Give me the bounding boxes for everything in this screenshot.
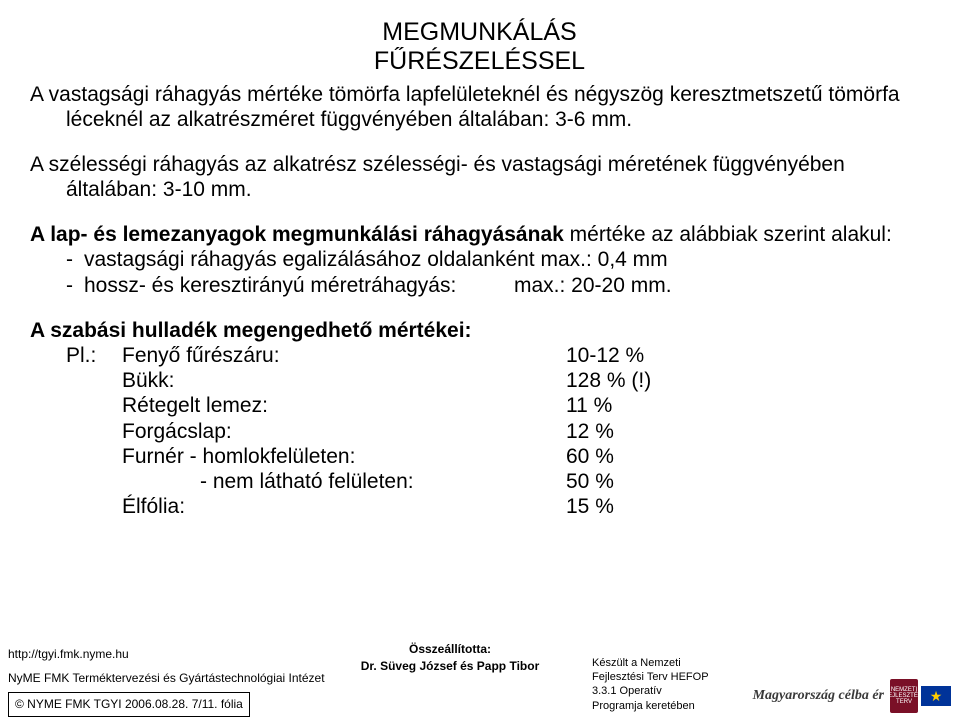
allowance-row: Furnér - homlokfelületen:60 % — [66, 444, 929, 469]
fund-line: 3.3.1 Operatív — [592, 684, 709, 698]
footer: http://tgyi.fmk.nyme.hu NyME FMK Termékt… — [0, 623, 959, 721]
allowance-val: 15 % — [566, 494, 614, 519]
bullet-dash: - — [66, 247, 84, 272]
slogan: Magyarország célba ér — [753, 688, 884, 704]
footer-funding: Készült a Nemzeti Fejlesztési Terv HEFOP… — [592, 656, 709, 713]
allowance-row: Rétegelt lemez:11 % — [66, 393, 929, 418]
title-line2: FŰRÉSZELÉSSEL — [30, 47, 929, 76]
footer-badges: Magyarország célba ér NEMZETI FEJLESZTÉS… — [753, 679, 951, 713]
logo-block: NEMZETI FEJLESZTÉSI TERV ★ — [890, 679, 951, 713]
allowance-row: Élfólia:15 % — [66, 494, 929, 519]
para4-pl: Pl.: — [66, 343, 122, 368]
spacer — [66, 444, 122, 469]
nft-logo-text: NEMZETI FEJLESZTÉSI TERV — [885, 687, 924, 705]
para4-head: A szabási hulladék megengedhető mértékei… — [30, 318, 929, 343]
spacer — [66, 419, 122, 444]
allowance-label: Forgácslap: — [122, 419, 566, 444]
para3-item2-val: max.: 20-20 mm. — [514, 273, 672, 298]
compiled-by: Dr. Süveg József és Papp Tibor — [330, 658, 570, 675]
nft-logo-icon: NEMZETI FEJLESZTÉSI TERV — [890, 679, 918, 713]
para3-item1: vastagsági ráhagyás egalizálásához oldal… — [84, 247, 668, 272]
allowance-val: 12 % — [566, 419, 614, 444]
allowance-row: - nem látható felületen:50 % — [66, 469, 929, 494]
para3-rest: mértéke az alábbiak szerint alakul: — [564, 223, 892, 246]
allowance-val: 10-12 % — [566, 343, 644, 368]
allowance-val: 60 % — [566, 444, 614, 469]
allowance-label: Élfólia: — [122, 494, 566, 519]
spacer — [66, 368, 122, 393]
paragraph-3: A lap- és lemezanyagok megmunkálási ráha… — [30, 222, 929, 298]
paragraph-2: A szélességi ráhagyás az alkatrész széle… — [30, 152, 929, 202]
eu-flag-icon: ★ — [921, 686, 951, 706]
paragraph-1: A vastagsági ráhagyás mértéke tömörfa la… — [30, 82, 929, 132]
fund-line: Programja keretében — [592, 699, 709, 713]
fund-line: Fejlesztési Terv HEFOP — [592, 670, 709, 684]
fund-line: Készült a Nemzeti — [592, 656, 709, 670]
allowance-row: Bükk:128 % (!) — [66, 368, 929, 393]
footer-left: http://tgyi.fmk.nyme.hu NyME FMK Termékt… — [8, 645, 325, 717]
allowance-val: 128 % (!) — [566, 368, 651, 393]
para3-item2-label: hossz- és keresztirányú méretráhagyás: — [84, 273, 514, 298]
allowance-label: Furnér - homlokfelületen: — [122, 444, 566, 469]
para3-bold: A lap- és lemezanyagok megmunkálási ráha… — [30, 223, 564, 246]
compiled-label: Összeállította: — [330, 641, 570, 658]
spacer — [66, 494, 122, 519]
footer-institute: NyME FMK Terméktervezési és Gyártástechn… — [8, 669, 325, 688]
title-line1: MEGMUNKÁLÁS — [30, 18, 929, 47]
allowance-label: Fenyő fűrészáru: — [122, 343, 566, 368]
spacer — [66, 393, 122, 418]
allowance-label: Bükk: — [122, 368, 566, 393]
footer-url: http://tgyi.fmk.nyme.hu — [8, 645, 325, 664]
allowance-label: - nem látható felületen: — [122, 469, 566, 494]
footer-copyright: © NYME FMK TGYI 2006.08.28. 7/11. fólia — [8, 692, 250, 717]
footer-center: Összeállította: Dr. Süveg József és Papp… — [330, 641, 570, 675]
paragraph-4: A szabási hulladék megengedhető mértékei… — [30, 318, 929, 520]
allowance-row: Forgácslap:12 % — [66, 419, 929, 444]
allowance-val: 11 % — [566, 393, 612, 418]
spacer — [66, 469, 122, 494]
allowance-label: Rétegelt lemez: — [122, 393, 566, 418]
eu-star: ★ — [930, 688, 943, 705]
allowance-val: 50 % — [566, 469, 614, 494]
bullet-dash: - — [66, 273, 84, 298]
